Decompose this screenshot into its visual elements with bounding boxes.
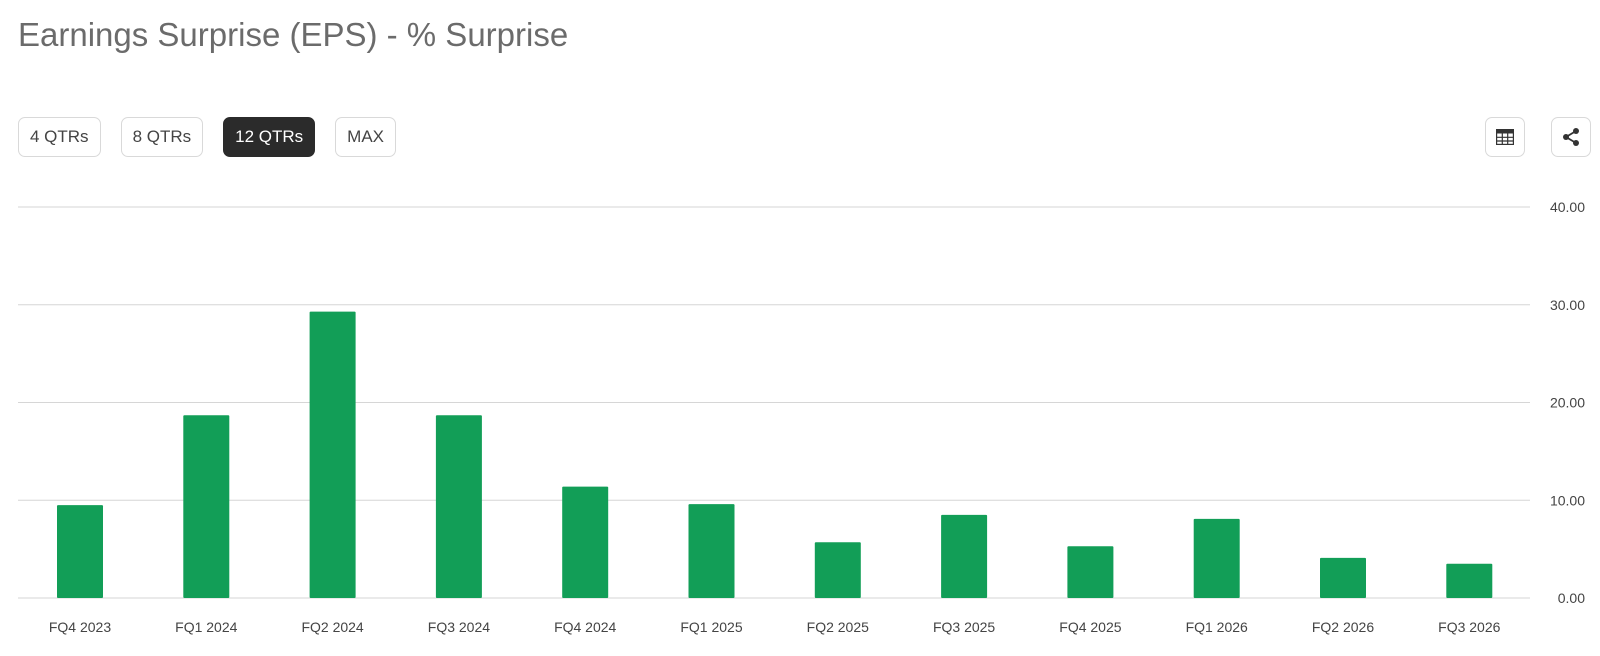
page-title: Earnings Surprise (EPS) - % Surprise xyxy=(18,16,569,53)
x-tick-label: FQ1 2025 xyxy=(680,619,742,635)
x-tick-label: FQ4 2024 xyxy=(554,619,616,635)
bar xyxy=(1446,563,1493,598)
x-tick-label: FQ1 2026 xyxy=(1186,619,1248,635)
bar xyxy=(1193,518,1240,598)
bar xyxy=(183,415,230,598)
x-tick-label: FQ4 2023 xyxy=(49,619,111,635)
x-tick-label: FQ2 2024 xyxy=(301,619,363,635)
bar xyxy=(688,504,735,598)
table-view-button[interactable] xyxy=(1485,117,1525,157)
y-tick-label: 40.00 xyxy=(1550,199,1585,215)
bar xyxy=(1067,546,1114,598)
y-tick-label: 30.00 xyxy=(1550,297,1585,313)
range-max-button[interactable]: MAX xyxy=(335,117,396,157)
range-4-qtrs-button[interactable]: 4 QTRs xyxy=(18,117,101,157)
share-icon xyxy=(1563,128,1579,146)
y-tick-label: 0.00 xyxy=(1558,590,1585,606)
x-tick-label: FQ4 2025 xyxy=(1059,619,1121,635)
x-tick-label: FQ3 2025 xyxy=(933,619,995,635)
share-button[interactable] xyxy=(1551,117,1591,157)
x-tick-label: FQ3 2024 xyxy=(428,619,490,635)
bar xyxy=(814,542,861,598)
bar xyxy=(1320,557,1366,598)
bar xyxy=(562,486,609,598)
bar xyxy=(57,505,103,598)
x-tick-label: FQ2 2026 xyxy=(1312,619,1374,635)
y-tick-label: 20.00 xyxy=(1550,395,1585,411)
range-8-qtrs-button[interactable]: 8 QTRs xyxy=(120,117,204,157)
table-icon xyxy=(1496,129,1514,145)
range-12-qtrs-button[interactable]: 12 QTRs xyxy=(223,117,316,157)
x-tick-label: FQ3 2026 xyxy=(1438,619,1500,635)
y-tick-label: 10.00 xyxy=(1550,492,1585,508)
bar xyxy=(941,514,988,598)
bar xyxy=(309,311,356,598)
x-tick-label: FQ2 2025 xyxy=(807,619,869,635)
range-selector: 4 QTRs 8 QTRs 12 QTRs MAX xyxy=(18,117,396,157)
bar xyxy=(435,415,482,598)
x-tick-label: FQ1 2024 xyxy=(175,619,237,635)
